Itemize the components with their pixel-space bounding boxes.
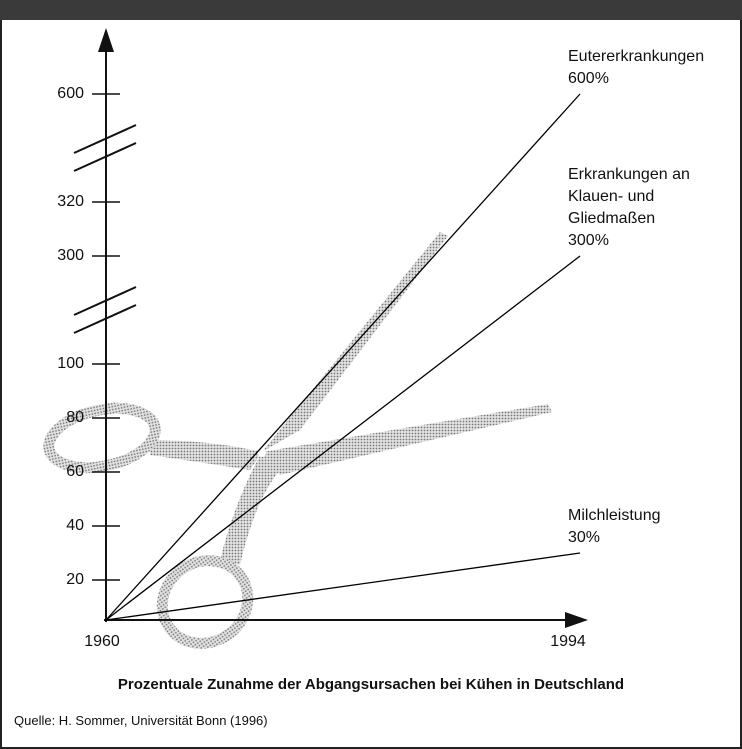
- x-tick-label: 1994: [550, 633, 586, 650]
- x-axis-label: Prozentuale Zunahme der Abgangsursachen …: [117, 676, 625, 693]
- axis-break: [73, 286, 137, 316]
- series-label: Erkrankungen an Klauen- und Gliedmaßen 30…: [568, 164, 708, 252]
- y-tick-label: 320: [57, 193, 84, 210]
- y-tick-label: 20: [66, 571, 84, 588]
- scissors: [43, 232, 552, 649]
- handle: [220, 452, 280, 565]
- x-axis-arrow: [565, 612, 588, 628]
- blade: [262, 404, 552, 475]
- y-tick-label: 40: [66, 517, 84, 534]
- legend-label: Milchleistung: [568, 507, 661, 524]
- handle-ring: [156, 555, 254, 649]
- y-tick-label: 600: [57, 85, 84, 102]
- y-tick-label: 300: [57, 247, 84, 264]
- series-label: Eutererkrankungen 600%: [568, 46, 708, 90]
- legend-label: Eutererkrankungen: [568, 48, 705, 65]
- y-tick-label: 80: [66, 409, 84, 426]
- value-label: 600%: [568, 70, 609, 87]
- blade: [262, 232, 448, 452]
- series-line: [105, 552, 581, 621]
- series-label: Milchleistung 30%: [568, 505, 708, 549]
- y-axis-arrow: [98, 28, 114, 52]
- series-line: [105, 93, 581, 621]
- source-note: Quelle: H. Sommer, Universität Bonn (199…: [14, 713, 268, 728]
- axis-break: [73, 124, 137, 154]
- series-line: [105, 255, 581, 621]
- value-label: 30%: [568, 529, 601, 546]
- y-tick-label: 100: [57, 355, 84, 372]
- handle-ring: [43, 402, 161, 474]
- pivot: [258, 449, 266, 457]
- x-tick-label: 1960: [84, 633, 120, 650]
- handle: [150, 440, 262, 470]
- axis-break: [73, 142, 137, 172]
- axis-break: [73, 304, 137, 334]
- value-label: 300%: [568, 232, 609, 249]
- legend-label: Erkrankungen an Klauen- und Gliedmaßen: [568, 166, 690, 227]
- title-bar: [0, 0, 742, 20]
- y-tick-label: 60: [66, 463, 84, 480]
